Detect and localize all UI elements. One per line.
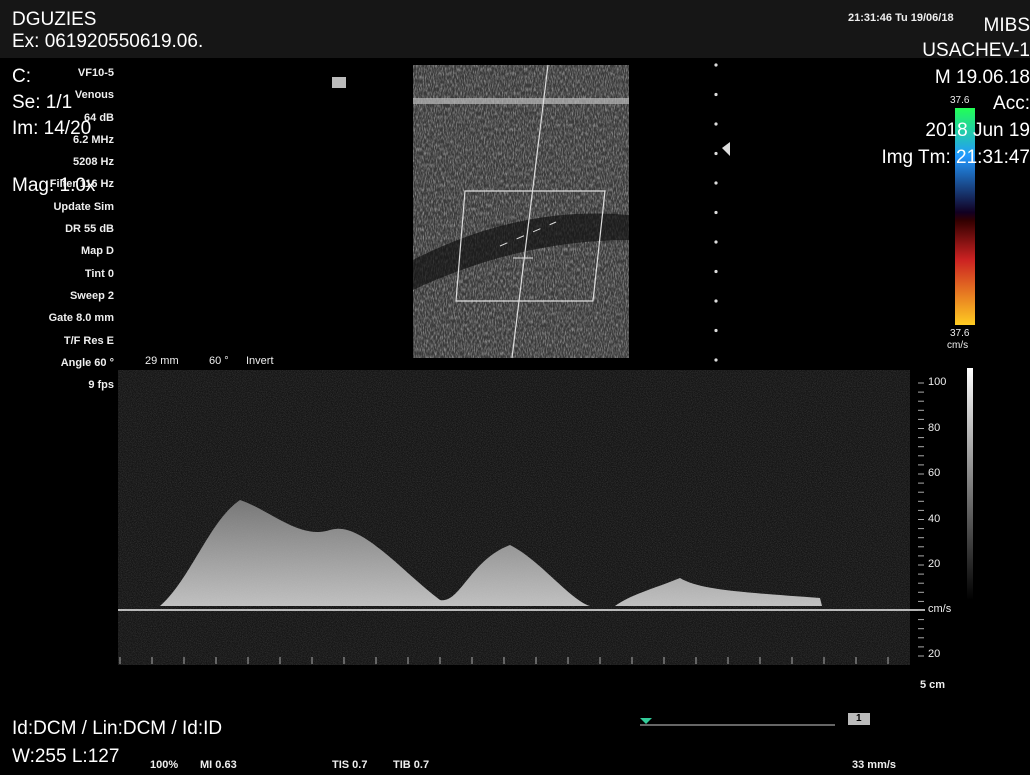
orientation-mark bbox=[332, 77, 346, 88]
depth-dot bbox=[714, 270, 717, 273]
velocity-label: 100 bbox=[928, 376, 946, 388]
parameter: 64 dB bbox=[0, 107, 114, 129]
dicom-ids: Id:DCM / Lin:DCM / Id:ID bbox=[12, 718, 222, 740]
parameter: Gate 8.0 mm bbox=[0, 307, 114, 329]
depth-dot bbox=[714, 358, 717, 361]
accession: Acc: bbox=[993, 93, 1030, 115]
depth-dot bbox=[714, 63, 717, 66]
parameter: DR 55 dB bbox=[0, 218, 114, 240]
b-mode-speckle bbox=[413, 65, 629, 358]
color-scale-max: 37.6 bbox=[950, 95, 969, 106]
ultrasound-viewer: DGUZIES Ex: 061920550619.06. C: Se: 1/1 … bbox=[0, 0, 1030, 775]
timestamp: 21:31:46 Tu 19/06/18 bbox=[848, 12, 954, 24]
cine-marker bbox=[640, 718, 652, 724]
parameter: 5208 Hz bbox=[0, 151, 114, 173]
parameter: T/F Res E bbox=[0, 330, 114, 352]
operator: USACHEV-1 bbox=[922, 40, 1030, 62]
sweep-speed: 33 mm/s bbox=[852, 759, 896, 771]
page-number: 1 bbox=[856, 713, 862, 724]
depth-dot bbox=[714, 122, 717, 125]
short-date: M 19.06.18 bbox=[935, 67, 1030, 89]
color-scale-unit: cm/s bbox=[947, 340, 968, 351]
power: 100% bbox=[150, 759, 178, 771]
depth-dot bbox=[714, 181, 717, 184]
vessel-wall bbox=[413, 98, 629, 104]
parameter: 9 fps bbox=[0, 374, 114, 396]
depth: 5 cm bbox=[920, 679, 945, 691]
focus-marker bbox=[722, 142, 730, 156]
mi: MI 0.63 bbox=[200, 759, 237, 771]
parameter: Angle 60 ° bbox=[0, 352, 114, 374]
parameter: Filter 116 Hz bbox=[0, 173, 114, 195]
depth-dot bbox=[714, 211, 717, 214]
image-angle: 60 ° bbox=[209, 355, 229, 367]
parameter: 6.2 MHz bbox=[0, 129, 114, 151]
image-depth: 29 mm bbox=[145, 355, 179, 367]
gray-bar bbox=[967, 368, 973, 600]
depth-dot bbox=[714, 299, 717, 302]
velocity-reverse: 20 bbox=[928, 648, 940, 660]
depth-dot bbox=[714, 240, 717, 243]
parameter: Map D bbox=[0, 240, 114, 262]
velocity-label: 60 bbox=[928, 467, 940, 479]
image-invert: Invert bbox=[246, 355, 274, 367]
color-scale-min: 37.6 bbox=[950, 328, 969, 339]
center: MIBS bbox=[950, 15, 1030, 37]
velocity-label: 80 bbox=[928, 422, 940, 434]
parameter: Sweep 2 bbox=[0, 285, 114, 307]
parameter: VF10-5 bbox=[0, 62, 114, 84]
parameter: Tint 0 bbox=[0, 263, 114, 285]
image-layer bbox=[0, 0, 1030, 775]
tib: TIB 0.7 bbox=[393, 759, 429, 771]
image-time: Img Tm: 21:31:47 bbox=[881, 147, 1030, 169]
parameter: Venous bbox=[0, 84, 114, 106]
tis: TIS 0.7 bbox=[332, 759, 367, 771]
velocity-unit: cm/s bbox=[928, 603, 951, 615]
window-level: W:255 L:127 bbox=[12, 746, 119, 768]
patient-name: DGUZIES bbox=[12, 9, 96, 31]
velocity-label: 20 bbox=[928, 558, 940, 570]
depth-dot bbox=[714, 93, 717, 96]
exam-id: Ex: 061920550619.06. bbox=[12, 31, 203, 53]
parameter: Update Sim bbox=[0, 196, 114, 218]
study-date: 2018 Jun 19 bbox=[925, 120, 1030, 142]
velocity-label: 40 bbox=[928, 513, 940, 525]
depth-dot bbox=[714, 152, 717, 155]
depth-dot bbox=[714, 329, 717, 332]
